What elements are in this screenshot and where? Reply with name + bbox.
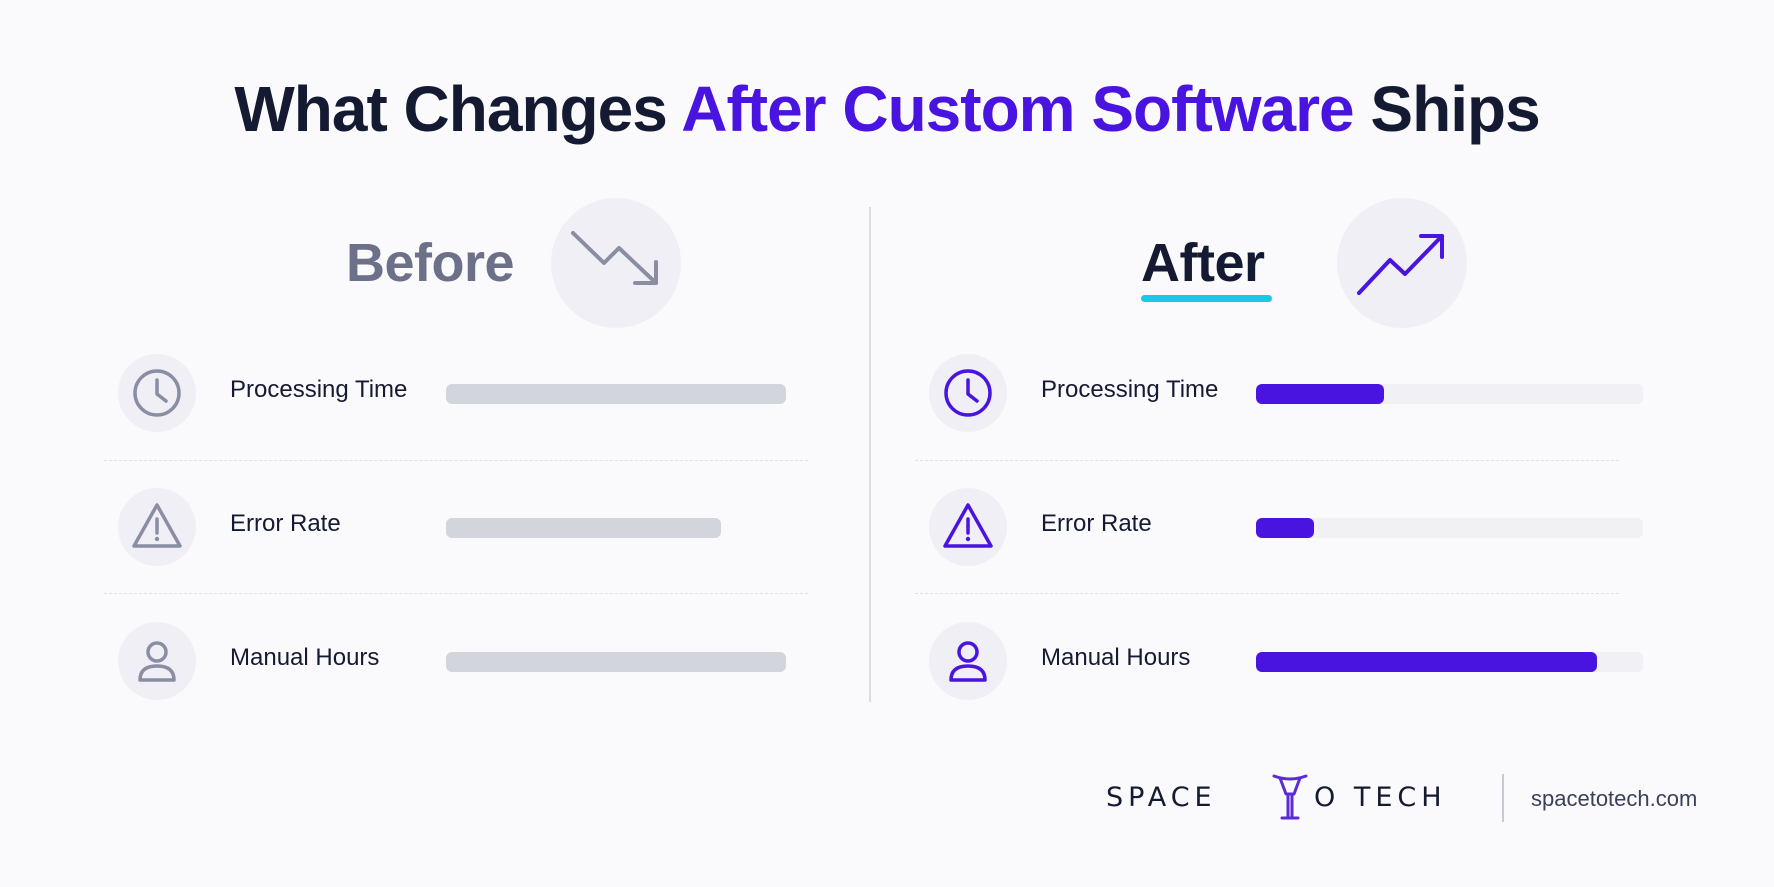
user-icon — [929, 622, 1007, 700]
brand-text-right: O TECH — [1314, 782, 1447, 813]
warning-triangle-icon — [929, 488, 1007, 566]
before-row-processing-time: Processing Time — [108, 326, 818, 458]
page-title: What Changes After Custom Software Ships — [0, 72, 1774, 146]
metric-bar — [1256, 652, 1643, 672]
clock-icon — [118, 354, 196, 432]
metric-label: Manual Hours — [230, 644, 380, 671]
before-panel: Before Processing Time Error Rate — [104, 190, 818, 710]
metric-bar — [446, 384, 786, 404]
before-row-error-rate: Error Rate — [108, 460, 818, 592]
panel-divider — [869, 207, 871, 702]
row-separator — [915, 593, 1619, 594]
metric-bar-fill — [446, 384, 786, 404]
metric-bar — [446, 518, 786, 538]
warning-triangle-icon — [118, 488, 196, 566]
after-panel: After Processing Time Error Ra — [915, 190, 1643, 710]
after-title: After — [1141, 233, 1265, 293]
before-title: Before — [346, 233, 515, 293]
trending-down-icon — [551, 198, 681, 328]
metric-bar-fill — [446, 652, 786, 672]
metric-bar — [1256, 518, 1643, 538]
after-row-manual-hours: Manual Hours — [919, 594, 1643, 726]
trending-up-icon — [1337, 198, 1467, 328]
title-accent: After Custom Software — [681, 73, 1354, 145]
title-part-2: Ships — [1353, 73, 1540, 145]
metric-label: Processing Time — [1041, 376, 1219, 403]
footer-url[interactable]: spacetotech.com — [1531, 786, 1698, 811]
row-separator — [915, 460, 1619, 461]
metric-label: Error Rate — [230, 510, 341, 537]
row-separator — [104, 460, 808, 461]
row-separator — [104, 593, 808, 594]
after-title-underline — [1141, 295, 1272, 302]
metric-label: Error Rate — [1041, 510, 1152, 537]
metric-label: Processing Time — [230, 376, 408, 403]
brand-text-left: SPACE — [1106, 782, 1217, 813]
metric-label: Manual Hours — [1041, 644, 1191, 671]
footer-divider — [1502, 774, 1504, 822]
after-row-processing-time: Processing Time — [919, 326, 1643, 458]
brand-mark-icon — [1272, 774, 1308, 820]
after-header: After — [919, 190, 1629, 330]
title-part-1: What Changes — [234, 73, 682, 145]
metric-bar-fill — [1256, 384, 1384, 404]
metric-bar — [446, 652, 786, 672]
user-icon — [118, 622, 196, 700]
before-header: Before — [108, 190, 818, 330]
metric-bar-fill — [446, 518, 722, 538]
metric-bar-fill — [1256, 652, 1597, 672]
brand-logo: SPACE O TECH — [1106, 772, 1476, 820]
before-row-manual-hours: Manual Hours — [108, 594, 818, 726]
after-row-error-rate: Error Rate — [919, 460, 1643, 592]
clock-icon — [929, 354, 1007, 432]
metric-bar — [1256, 384, 1643, 404]
metric-bar-fill — [1256, 518, 1315, 538]
